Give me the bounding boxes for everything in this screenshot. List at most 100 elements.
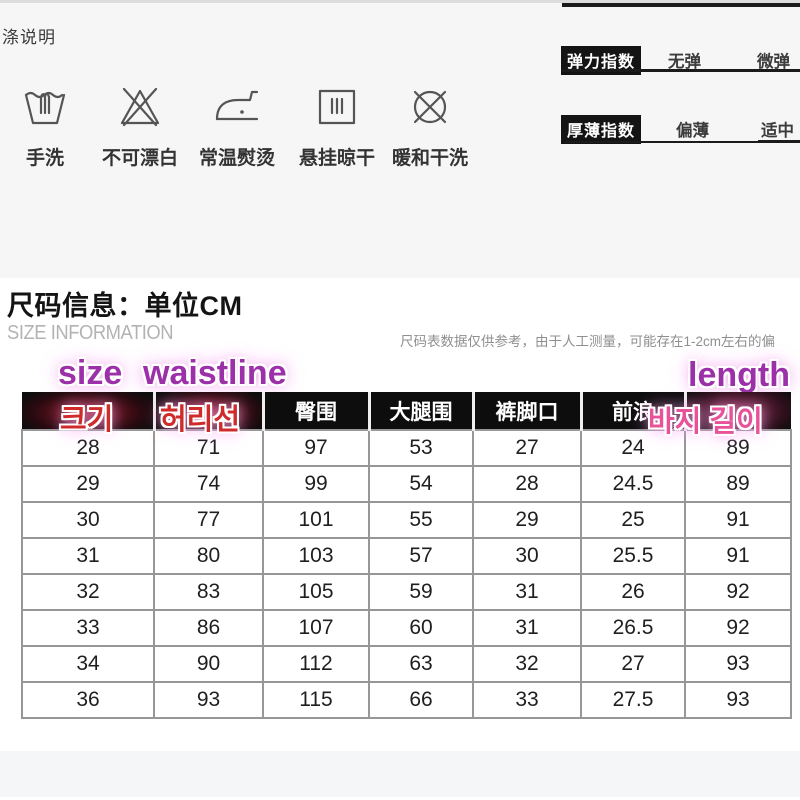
cell-length: 91 <box>684 501 792 539</box>
header-thigh-col: 大腿围 <box>367 392 473 430</box>
table-row: 28 71 97 53 27 24 89 <box>21 429 792 467</box>
size-table-header-row: 臀围 大腿围 裤脚口 前浪 <box>22 392 791 430</box>
cell-size: 36 <box>21 681 155 719</box>
cell-length: 92 <box>684 609 792 647</box>
thickness-index-badge: 厚薄指数 <box>561 115 642 144</box>
cell-size: 28 <box>21 429 155 467</box>
annotation-waistline-en: waistline <box>143 354 287 392</box>
cell-size: 29 <box>21 465 155 503</box>
cell-front-rise: 25 <box>580 501 686 539</box>
bottom-gray-band <box>0 751 800 797</box>
header-front-rise-col: 前浪 <box>579 392 685 430</box>
wash-care-section: 涤说明 手洗 不可漂白 常温熨烫 <box>0 0 800 278</box>
cell-front-rise: 27.5 <box>580 681 686 719</box>
cell-size: 33 <box>21 609 155 647</box>
cell-length: 89 <box>684 465 792 503</box>
wash-care-title: 涤说明 <box>2 28 56 47</box>
cell-waist: 93 <box>153 681 264 719</box>
dry-clean-circle-icon <box>382 83 478 129</box>
cell-size: 32 <box>21 573 155 611</box>
cell-hip: 101 <box>262 501 370 539</box>
cell-waist: 74 <box>153 465 264 503</box>
cell-hip: 115 <box>262 681 370 719</box>
annotation-length-en: length <box>688 356 790 394</box>
cell-size: 31 <box>21 537 155 575</box>
hang-dry-icon <box>289 83 385 129</box>
annotation-size-en: size <box>58 354 123 392</box>
care-item-hang-dry: 悬挂晾干 <box>289 83 385 170</box>
table-row: 34 90 112 63 32 27 93 <box>21 645 792 683</box>
cell-waist: 77 <box>153 501 264 539</box>
cell-waist: 90 <box>153 645 264 683</box>
cell-leg-opening: 31 <box>472 573 582 611</box>
table-row: 31 80 103 57 30 25.5 91 <box>21 537 792 575</box>
care-label: 不可漂白 <box>101 148 178 169</box>
cell-size: 30 <box>21 501 155 539</box>
cell-length: 89 <box>684 429 792 467</box>
cell-leg-opening: 28 <box>472 465 582 503</box>
header-length-col <box>683 392 791 430</box>
annotation-size-kr: 크기 <box>60 404 114 436</box>
table-row: 33 86 107 60 31 26.5 92 <box>21 609 792 647</box>
cell-leg-opening: 29 <box>472 501 582 539</box>
cell-hip: 107 <box>262 609 370 647</box>
elasticity-underline <box>561 69 800 72</box>
cell-hip: 112 <box>262 645 370 683</box>
cell-size: 34 <box>21 645 155 683</box>
cell-waist: 80 <box>153 537 264 575</box>
cell-front-rise: 24 <box>580 429 686 467</box>
cell-leg-opening: 32 <box>472 645 582 683</box>
thickness-option-medium: 适中 <box>761 122 794 140</box>
thickness-option-thin: 偏薄 <box>676 122 709 140</box>
care-item-hand-wash: 手洗 <box>0 83 93 170</box>
thickness-underline <box>565 141 800 143</box>
care-item-dry-clean: 暖和干洗 <box>382 83 478 170</box>
cell-thigh: 57 <box>368 537 474 575</box>
header-hip-col: 臀围 <box>261 392 369 430</box>
cell-length: 92 <box>684 573 792 611</box>
table-row: 29 74 99 54 28 24.5 89 <box>21 465 792 503</box>
care-label: 悬挂晾干 <box>298 148 375 169</box>
table-row: 30 77 101 55 29 25 91 <box>21 501 792 539</box>
iron-icon <box>189 83 285 129</box>
size-info-title: 尺码信息：单位CM <box>7 291 243 321</box>
care-item-no-bleach: 不可漂白 <box>92 83 188 170</box>
care-label: 手洗 <box>25 148 64 169</box>
cell-hip: 105 <box>262 573 370 611</box>
cell-thigh: 63 <box>368 645 474 683</box>
header-leg-opening-col: 裤脚口 <box>471 392 581 430</box>
cell-leg-opening: 31 <box>472 609 582 647</box>
hand-wash-icon <box>0 83 93 129</box>
cell-length: 91 <box>684 537 792 575</box>
cell-front-rise: 27 <box>580 645 686 683</box>
size-chart-disclaimer: 尺码表数据仅供参考，由于人工测量，可能存在1-2cm左右的偏 <box>400 334 776 349</box>
table-row: 36 93 115 66 33 27.5 93 <box>21 681 792 719</box>
size-info-subtitle: SIZE INFORMATION <box>7 322 174 344</box>
cell-leg-opening: 33 <box>472 681 582 719</box>
table-row: 32 83 105 59 31 26 92 <box>21 573 792 611</box>
cell-waist: 83 <box>153 573 264 611</box>
cell-front-rise: 26 <box>580 573 686 611</box>
cell-hip: 103 <box>262 537 370 575</box>
cell-front-rise: 25.5 <box>580 537 686 575</box>
cell-leg-opening: 27 <box>472 429 582 467</box>
cell-length: 93 <box>684 681 792 719</box>
cell-length: 93 <box>684 645 792 683</box>
elasticity-option-slight: 微弹 <box>757 53 790 71</box>
cell-thigh: 55 <box>368 501 474 539</box>
cell-thigh: 59 <box>368 573 474 611</box>
cell-waist: 71 <box>153 429 264 467</box>
cell-thigh: 66 <box>368 681 474 719</box>
cell-hip: 97 <box>262 429 370 467</box>
cell-waist: 86 <box>153 609 264 647</box>
cell-hip: 99 <box>262 465 370 503</box>
header-waist-col <box>152 392 263 430</box>
size-table-body: 28 71 97 53 27 24 89 29 74 99 54 28 24.5… <box>21 429 792 719</box>
cell-thigh: 53 <box>368 429 474 467</box>
cell-front-rise: 26.5 <box>580 609 686 647</box>
care-label: 常温熨烫 <box>198 148 275 169</box>
care-item-iron: 常温熨烫 <box>189 83 285 170</box>
do-not-bleach-icon <box>92 83 188 129</box>
cell-thigh: 60 <box>368 609 474 647</box>
top-black-bar <box>562 3 800 7</box>
